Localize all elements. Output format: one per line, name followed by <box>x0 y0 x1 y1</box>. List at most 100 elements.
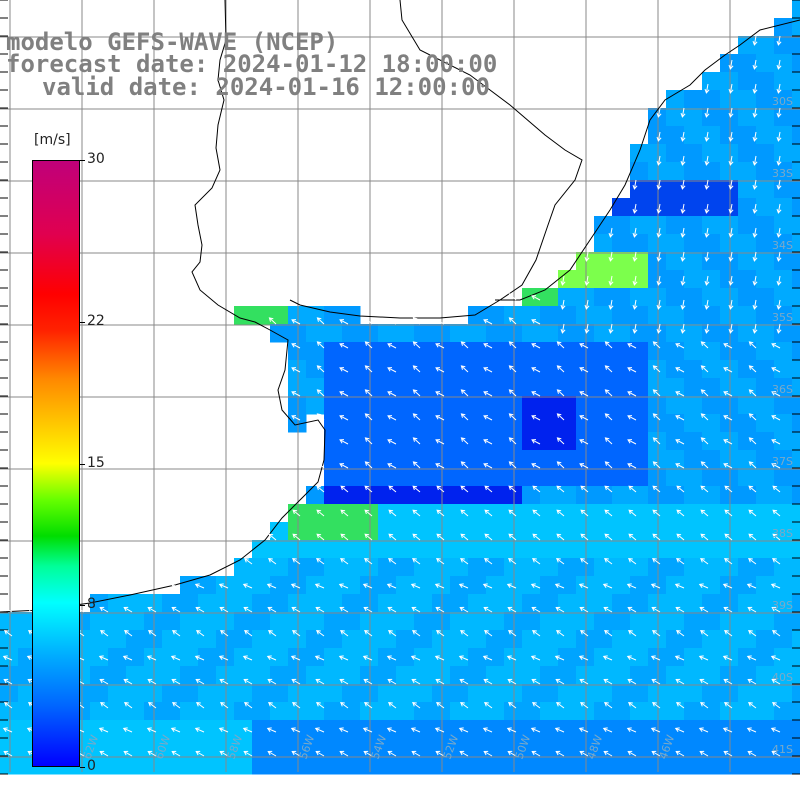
wind-cell <box>756 108 775 127</box>
wind-arrow <box>364 317 373 325</box>
wind-cell <box>324 522 343 541</box>
wind-cell <box>306 666 325 685</box>
wind-cell <box>648 270 667 289</box>
wind-arrow <box>530 727 541 733</box>
wind-cell <box>450 720 469 739</box>
wind-cell <box>486 378 505 397</box>
wind-cell <box>594 288 613 307</box>
wind-cell <box>648 180 667 199</box>
wind-cell <box>702 270 721 289</box>
wind-cell <box>468 450 487 469</box>
wind-cell <box>702 702 721 721</box>
wind-arrow <box>728 227 734 238</box>
wind-arrow <box>506 583 517 589</box>
wind-cell <box>432 540 451 559</box>
wind-cell <box>612 252 631 271</box>
wind-arrow <box>675 606 685 613</box>
wind-arrow <box>219 606 229 613</box>
wind-cell <box>792 612 800 631</box>
wind-cell <box>108 630 127 649</box>
wind-arrow <box>680 275 686 286</box>
wind-cell <box>522 594 541 613</box>
wind-cell <box>432 576 451 595</box>
wind-arrow <box>434 583 445 589</box>
wind-cell <box>774 378 793 397</box>
wind-arrow <box>556 341 565 349</box>
wind-cell <box>684 540 703 559</box>
wind-cell <box>756 432 775 451</box>
wind-cell <box>252 306 271 325</box>
wind-cell <box>432 378 451 397</box>
wind-arrow <box>291 367 301 373</box>
wind-arrow <box>412 317 421 325</box>
wind-cell <box>792 684 800 703</box>
wind-arrow <box>339 606 349 613</box>
wind-cell <box>252 594 271 613</box>
wind-arrow <box>412 533 421 541</box>
wind-cell <box>576 684 595 703</box>
wind-arrow <box>608 251 614 262</box>
wind-arrow <box>292 509 301 517</box>
wind-arrow <box>628 509 637 517</box>
wind-cell <box>486 342 505 361</box>
wind-cell <box>756 288 775 307</box>
wind-cell <box>324 450 343 469</box>
wind-arrow <box>579 367 589 373</box>
wind-cell <box>792 630 800 649</box>
lat-label: 41S <box>772 743 793 756</box>
wind-cell <box>342 756 361 775</box>
wind-cell <box>486 738 505 757</box>
wind-arrow <box>339 415 349 421</box>
wind-arrow <box>650 727 661 733</box>
wind-cell <box>252 612 271 631</box>
wind-cell <box>684 594 703 613</box>
wind-cell <box>450 540 469 559</box>
wind-cell <box>666 378 685 397</box>
wind-cell <box>576 486 595 505</box>
wind-cell <box>792 504 800 523</box>
wind-cell <box>720 756 739 775</box>
wind-arrow <box>656 107 662 118</box>
wind-arrow <box>194 727 205 733</box>
wind-cell <box>126 612 145 631</box>
wind-cell <box>0 666 19 685</box>
wind-cell <box>324 540 343 559</box>
wind-arrow <box>436 485 445 493</box>
wind-arrow <box>531 750 541 757</box>
wind-cell <box>720 144 739 163</box>
lat-label: 30S <box>772 95 793 108</box>
wind-cell <box>90 684 109 703</box>
wind-cell <box>720 198 739 217</box>
wind-cell <box>756 144 775 163</box>
wind-arrow <box>3 606 13 613</box>
wind-cell <box>0 720 19 739</box>
wind-arrow <box>243 606 253 613</box>
wind-arrow <box>602 727 613 733</box>
wind-cell <box>756 252 775 271</box>
wind-arrow <box>652 485 661 493</box>
wind-cell <box>666 648 685 667</box>
wind-cell <box>576 324 595 343</box>
wind-cell <box>162 702 181 721</box>
wind-arrow <box>728 203 734 214</box>
wind-cell <box>0 612 19 631</box>
wind-cell <box>792 198 800 217</box>
wind-arrow <box>704 83 710 94</box>
wind-arrow <box>292 702 301 709</box>
wind-cell <box>612 522 631 541</box>
wind-cell <box>342 504 361 523</box>
lat-lon-grid <box>0 0 800 775</box>
wind-cell <box>684 360 703 379</box>
wind-cell <box>306 720 325 739</box>
wind-cell <box>522 432 541 451</box>
wind-cell <box>720 162 739 181</box>
wind-cell <box>594 594 613 613</box>
wind-arrow <box>460 461 469 469</box>
wind-cell <box>234 702 253 721</box>
wind-arrow <box>728 107 734 118</box>
wind-arrow <box>748 341 757 349</box>
wind-cell <box>252 738 271 757</box>
wind-cell <box>522 324 541 343</box>
wind-cell <box>666 666 685 685</box>
wind-cell <box>324 432 343 451</box>
